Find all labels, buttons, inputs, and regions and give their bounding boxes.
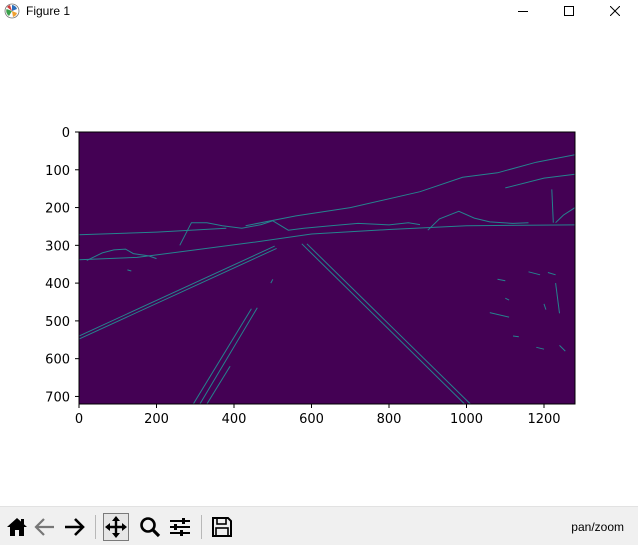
axes-frame bbox=[78, 131, 576, 405]
edge-small-1 bbox=[270, 279, 274, 284]
edge-building-right bbox=[427, 210, 529, 231]
edge-left-lane-outer bbox=[79, 247, 277, 340]
pan-button[interactable] bbox=[103, 513, 129, 541]
edge-right-lane-right bbox=[306, 243, 471, 404]
move-icon bbox=[105, 516, 127, 538]
y-tick-label: 400 bbox=[45, 277, 70, 292]
matplotlib-logo-icon bbox=[4, 3, 20, 19]
close-button[interactable] bbox=[592, 0, 638, 22]
y-tick-label: 100 bbox=[45, 164, 70, 179]
y-tick-label: 700 bbox=[45, 390, 70, 405]
edge-left-lane-inner bbox=[79, 245, 275, 337]
x-tick-label: 600 bbox=[299, 412, 324, 427]
edge-dash-right-1 bbox=[528, 271, 541, 276]
save-button[interactable] bbox=[209, 513, 235, 541]
back-button[interactable] bbox=[32, 513, 58, 541]
zoom-icon bbox=[140, 517, 161, 538]
maximize-icon bbox=[564, 6, 574, 16]
x-tick-label: 400 bbox=[222, 412, 247, 427]
edge-treeline bbox=[179, 220, 421, 246]
edge-horizon-line bbox=[79, 227, 227, 236]
edge-dash-right-6 bbox=[536, 346, 545, 350]
edge-near-lane-dash-a bbox=[192, 308, 252, 404]
edge-pole-right bbox=[551, 189, 554, 223]
toolbar-separator bbox=[95, 515, 96, 539]
y-tick-label: 200 bbox=[45, 202, 70, 217]
y-tick-label: 0 bbox=[62, 126, 70, 141]
forward-arrow-icon bbox=[65, 518, 85, 536]
configure-subplots-button[interactable] bbox=[167, 513, 193, 541]
plot-svg[interactable]: 0 200 400 600 800 1000 1200 0 100 200 300 400 500 60… bbox=[0, 22, 638, 506]
edge-lines bbox=[79, 154, 575, 404]
back-arrow-icon bbox=[34, 518, 54, 536]
edge-dash-right-2 bbox=[547, 272, 556, 276]
close-icon bbox=[610, 6, 620, 16]
edge-dash-right-7 bbox=[497, 278, 506, 282]
edge-hills-ridge-2 bbox=[505, 173, 575, 189]
save-icon bbox=[212, 517, 232, 537]
x-tick-label: 200 bbox=[144, 412, 169, 427]
home-button[interactable] bbox=[4, 513, 30, 541]
y-tick-label: 600 bbox=[45, 353, 70, 368]
edge-right-lane-left bbox=[301, 243, 465, 404]
maximize-button[interactable] bbox=[546, 0, 592, 22]
y-axis: 0 100 200 300 400 500 600 700 bbox=[45, 126, 79, 405]
edge-horizon-low bbox=[79, 224, 575, 261]
x-tick-label: 800 bbox=[377, 412, 402, 427]
edge-dash-right-5 bbox=[555, 283, 560, 314]
edge-small-4 bbox=[543, 303, 547, 310]
navigation-toolbar: pan/zoom bbox=[0, 506, 638, 545]
status-message: pan/zoom bbox=[571, 520, 624, 534]
figure-canvas[interactable]: 0 200 400 600 800 1000 1200 0 100 200 300 400 500 60… bbox=[0, 22, 638, 506]
edge-building-left bbox=[86, 248, 157, 261]
edge-small-3 bbox=[512, 335, 519, 338]
edge-near-lane-dash-c bbox=[206, 365, 231, 404]
sliders-icon bbox=[170, 518, 190, 536]
minimize-icon bbox=[518, 11, 528, 12]
edge-small-2 bbox=[559, 345, 566, 352]
edge-dash-right-3 bbox=[489, 312, 510, 318]
home-icon bbox=[7, 518, 27, 536]
zoom-button[interactable] bbox=[137, 513, 163, 541]
y-tick-label: 500 bbox=[45, 315, 70, 330]
edge-right-tree bbox=[555, 207, 575, 224]
minimize-button[interactable] bbox=[500, 0, 546, 22]
y-tick-label: 300 bbox=[45, 239, 70, 254]
forward-button[interactable] bbox=[61, 513, 87, 541]
edge-dash-right-4 bbox=[505, 297, 510, 301]
x-axis: 0 200 400 600 800 1000 1200 bbox=[75, 404, 561, 427]
x-tick-label: 0 bbox=[75, 412, 83, 427]
window-title: Figure 1 bbox=[26, 4, 71, 18]
edge-small-5 bbox=[127, 269, 132, 272]
edge-hills-ridge bbox=[245, 154, 575, 227]
x-tick-label: 1000 bbox=[450, 412, 483, 427]
title-bar[interactable]: Figure 1 bbox=[0, 0, 638, 22]
edge-near-lane-dash-b bbox=[199, 307, 258, 404]
toolbar-separator bbox=[201, 515, 202, 539]
x-tick-label: 1200 bbox=[527, 412, 560, 427]
